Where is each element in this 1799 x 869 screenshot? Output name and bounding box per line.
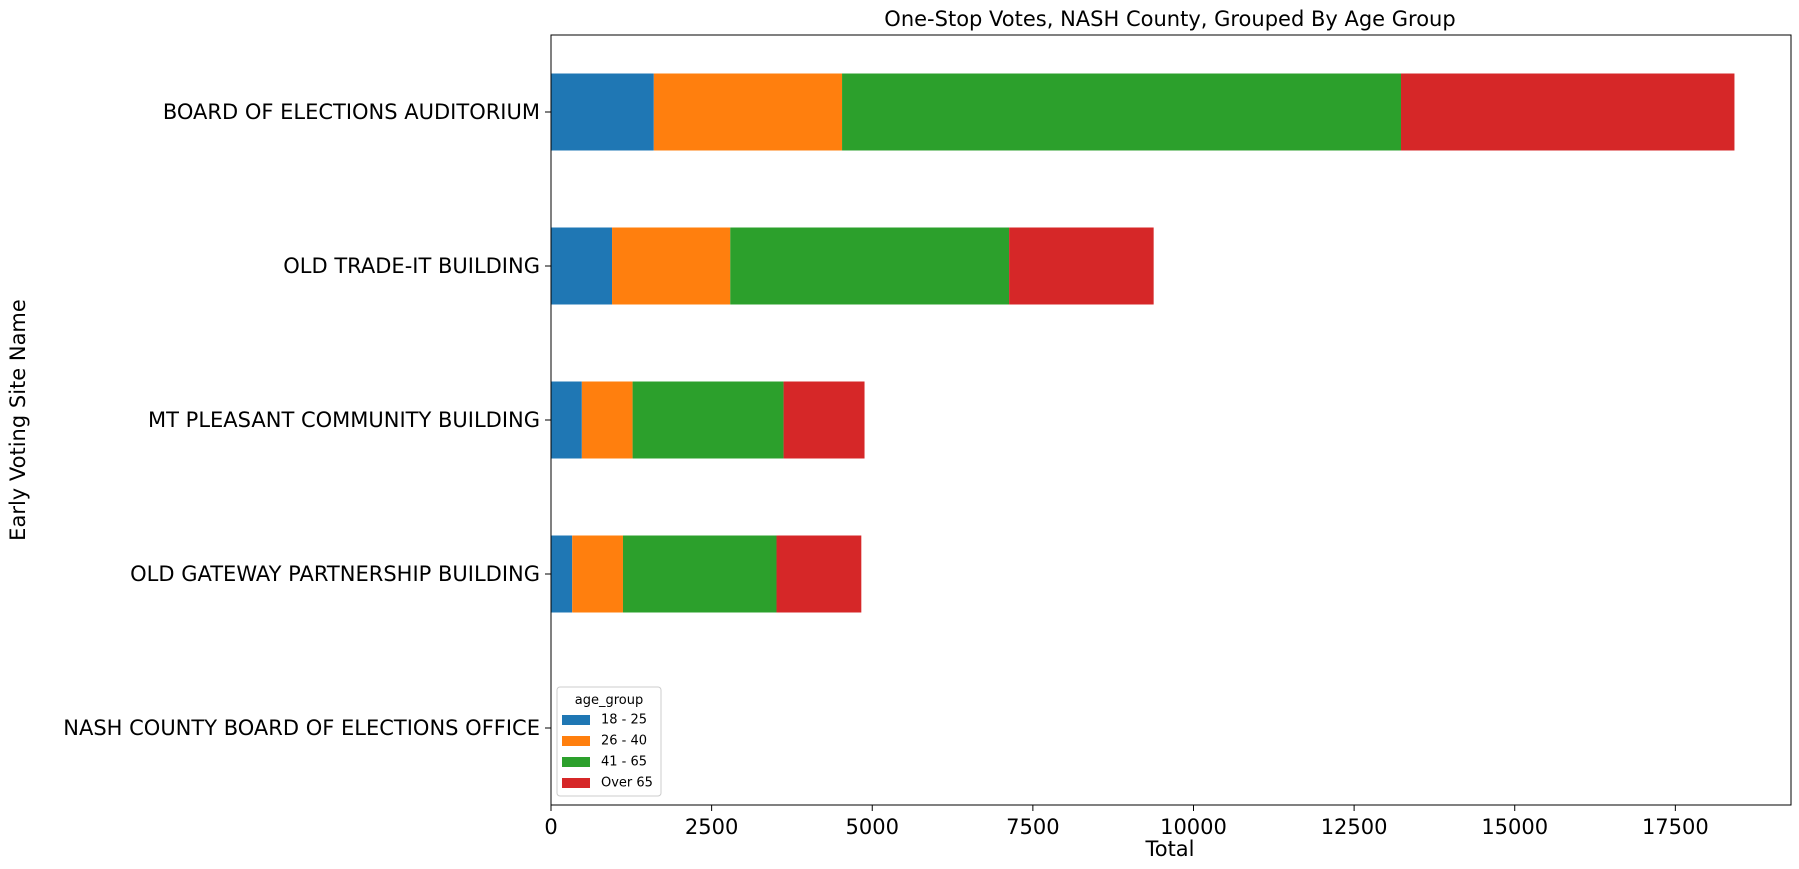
bar-board-of-elections-auditorium-18-25: [551, 73, 654, 151]
legend-swatch-over-65: [562, 778, 590, 788]
bar-mt-pleasant-community-building-over-65: [783, 381, 865, 459]
legend-label-over-65: Over 65: [601, 776, 653, 791]
legend-swatch-26-40: [562, 736, 590, 746]
bar-board-of-elections-auditorium-over-65: [1401, 73, 1735, 151]
plot-frame: [550, 34, 1792, 806]
bar-mt-pleasant-community-building-26-40: [581, 381, 633, 459]
legend-items: 18 - 25 26 - 40 41 - 65 Over 65: [562, 713, 653, 791]
bar-mt-pleasant-community-building-41-65: [632, 381, 784, 459]
bar-old-gateway-partnership-building-18-25: [551, 535, 573, 613]
bar-old-trade-it-building-26-40: [612, 227, 731, 305]
bar-mt-pleasant-community-building-18-25: [551, 381, 582, 459]
y-tick-label: MT PLEASANT COMMUNITY BUILDING: [148, 408, 540, 432]
bar-old-trade-it-building-41-65: [730, 227, 1010, 305]
x-tick-label: 15000: [1481, 815, 1548, 839]
x-tick-label: 12500: [1321, 815, 1388, 839]
bar-old-gateway-partnership-building-26-40: [572, 535, 623, 613]
y-axis-label: Early Voting Site Name: [6, 299, 30, 541]
x-ticks: 0 2500 5000 7500 10000 12500 15000 17500: [544, 805, 1709, 839]
bars-group: [551, 73, 1735, 767]
legend-label-41-65: 41 - 65: [601, 755, 647, 770]
y-tick-label: NASH COUNTY BOARD OF ELECTIONS OFFICE: [63, 716, 540, 740]
x-tick-label: 2500: [685, 815, 738, 839]
x-tick-label: 17500: [1642, 815, 1709, 839]
bar-board-of-elections-auditorium-41-65: [842, 73, 1402, 151]
bar-old-gateway-partnership-building-over-65: [776, 535, 862, 613]
y-tick-label: BOARD OF ELECTIONS AUDITORIUM: [163, 100, 540, 124]
legend-label-26-40: 26 - 40: [601, 734, 647, 749]
x-tick-label: 0: [544, 815, 557, 839]
legend-label-18-25: 18 - 25: [601, 713, 647, 728]
y-tick-labels: BOARD OF ELECTIONS AUDITORIUM OLD TRADE-I…: [63, 100, 551, 740]
chart-title: One-Stop Votes, NASH County, Grouped By …: [884, 7, 1455, 31]
x-tick-label: 5000: [846, 815, 899, 839]
legend-swatch-18-25: [562, 715, 590, 725]
bar-old-trade-it-building-18-25: [551, 227, 613, 305]
x-tick-label: 7500: [1006, 815, 1059, 839]
bar-board-of-elections-auditorium-26-40: [653, 73, 843, 151]
y-tick-label: OLD TRADE-IT BUILDING: [283, 254, 540, 278]
legend-frame: [556, 686, 662, 797]
x-tick-label: 10000: [1160, 815, 1227, 839]
y-tick-label: OLD GATEWAY PARTNERSHIP BUILDING: [130, 562, 540, 586]
x-axis-label: Total: [1144, 837, 1194, 861]
legend-title: age_group: [575, 693, 643, 708]
legend: age_group 18 - 25 26 - 40 41 - 65 Over 65: [556, 686, 662, 797]
bar-old-trade-it-building-over-65: [1009, 227, 1154, 305]
bar-old-gateway-partnership-building-41-65: [622, 535, 777, 613]
legend-swatch-41-65: [562, 757, 590, 767]
